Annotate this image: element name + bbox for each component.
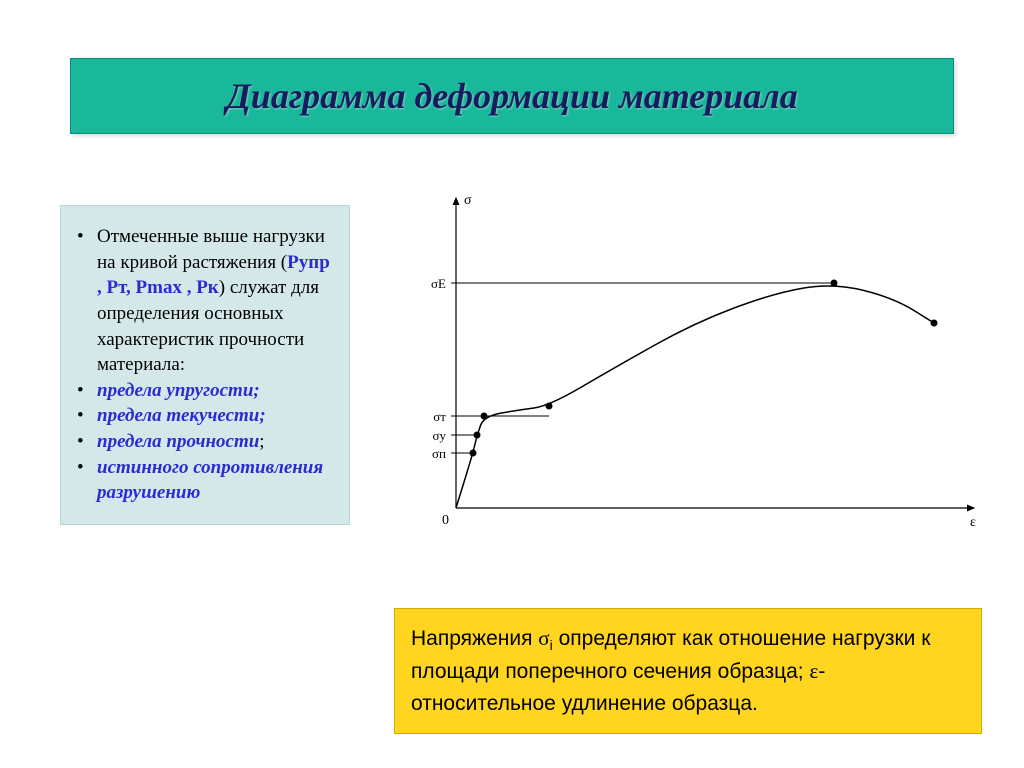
bullet4-semi: ; [259, 431, 264, 452]
svg-text:σЕ: σЕ [431, 276, 446, 291]
svg-text:σт: σт [433, 409, 446, 424]
bullet3-text: предела текучести; [97, 405, 266, 426]
stress-strain-chart: 0 ε σ σп σу σт σЕ [394, 178, 994, 558]
bullet5-text: истинного сопротивления разрушению [97, 457, 323, 504]
bullet-item-5: истинного сопротивления разрушению [67, 455, 339, 506]
svg-text:0: 0 [442, 513, 449, 528]
svg-text:σп: σп [432, 446, 446, 461]
svg-text:ε: ε [970, 515, 976, 530]
svg-text:σ: σ [464, 193, 472, 208]
svg-text:σу: σу [432, 428, 446, 443]
bullet-item-4: предела прочности; [67, 429, 339, 455]
bullet2-text: предела упругости; [97, 380, 260, 401]
page-title: Диаграмма деформации материала [226, 75, 798, 117]
left-text-box: Отмеченные выше нагрузки на кривой растя… [60, 205, 350, 525]
epsilon-symbol: ε [809, 659, 818, 683]
sigma-symbol: σ [538, 626, 549, 650]
title-bar: Диаграмма деформации материала [70, 58, 954, 134]
chart-svg: 0 ε σ σп σу σт σЕ [394, 178, 994, 558]
bullet-item-2: предела упругости; [67, 378, 339, 404]
bullet-list: Отмеченные выше нагрузки на кривой растя… [67, 224, 339, 506]
bullet4-text: предела прочности [97, 431, 259, 452]
bullet-item-1: Отмеченные выше нагрузки на кривой растя… [67, 224, 339, 378]
bullet-item-3: предела текучести; [67, 403, 339, 429]
bottom-caption-box: Напряжения σi определяют как отношение н… [394, 608, 982, 734]
caption-pre: Напряжения [411, 627, 538, 650]
